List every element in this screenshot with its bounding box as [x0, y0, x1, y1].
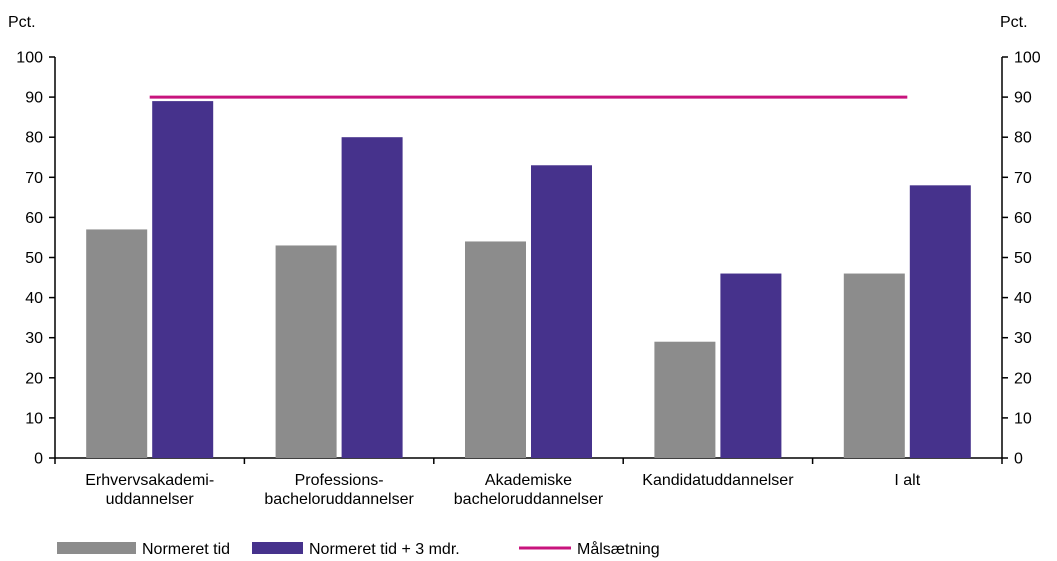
bars [86, 101, 971, 459]
category-label-line: Erhvervsakademi- [85, 472, 214, 489]
left-axis-unit: Pct. [8, 14, 36, 31]
left-tick-label: 10 [25, 410, 43, 427]
legend-label: Målsætning [577, 540, 660, 558]
category-label: Akademiske bacheloruddannelser [454, 472, 604, 508]
left-tick-label: 40 [25, 290, 43, 307]
x-axis [54, 457, 1003, 464]
bar [843, 273, 905, 458]
right-tick-label: 100 [1014, 50, 1041, 67]
left-tick-label: 50 [25, 250, 43, 267]
bar [654, 341, 716, 458]
right-tick-label: 80 [1014, 130, 1032, 147]
bar [909, 185, 971, 458]
right-tick-label: 20 [1014, 370, 1032, 387]
category-label-line: bacheloruddannelser [264, 491, 414, 508]
bar [341, 137, 403, 458]
left-tick-label: 90 [25, 90, 43, 107]
bar [86, 229, 148, 458]
category-labels: Erhvervsakademi-uddannelser Professions-b… [85, 472, 921, 508]
left-tick-label: 30 [25, 330, 43, 347]
category-label-line: Akademiske [485, 472, 572, 489]
category-label: Professions-bacheloruddannelser [264, 472, 414, 508]
left-tick-label: 100 [16, 50, 43, 67]
left-y-axis: 0 10 20 30 40 50 60 70 80 90 100 [16, 50, 56, 468]
right-tick-label: 70 [1014, 170, 1032, 187]
left-tick-label: 80 [25, 130, 43, 147]
category-label: Kandidatuddannelser [642, 472, 794, 489]
legend-swatch [252, 542, 303, 554]
right-tick-label: 0 [1014, 451, 1023, 468]
left-tick-label: 20 [25, 370, 43, 387]
bar [152, 101, 214, 459]
right-tick-label: 60 [1014, 210, 1032, 227]
right-tick-label: 50 [1014, 250, 1032, 267]
legend-label: Normeret tid [142, 541, 230, 558]
left-tick-label: 70 [25, 170, 43, 187]
right-axis-unit: Pct. [1000, 14, 1028, 31]
category-label-line: bacheloruddannelser [454, 491, 604, 508]
category-label: Erhvervsakademi-uddannelser [85, 472, 214, 508]
legend-label: Normeret tid + 3 mdr. [309, 541, 460, 558]
category-label: I alt [894, 472, 920, 489]
right-tick-label: 40 [1014, 290, 1032, 307]
category-label-line: Professions- [295, 472, 384, 489]
category-label-line: I alt [894, 472, 920, 489]
legend-swatch [57, 542, 136, 554]
right-tick-label: 30 [1014, 330, 1032, 347]
bar [720, 273, 782, 458]
bar [275, 245, 337, 458]
right-tick-label: 10 [1014, 410, 1032, 427]
bar [531, 165, 592, 458]
left-tick-label: 60 [25, 210, 43, 227]
category-label-line: uddannelser [106, 491, 195, 508]
legend: Normeret tid Normeret tid + 3 mdr. Målsætn… [57, 540, 660, 558]
left-tick-label: 0 [34, 451, 43, 468]
bar [465, 241, 526, 458]
right-tick-label: 90 [1014, 90, 1032, 107]
right-y-axis: 0 10 20 30 40 50 60 70 80 90 100 [1001, 50, 1041, 468]
category-label-line: Kandidatuddannelser [642, 472, 794, 489]
